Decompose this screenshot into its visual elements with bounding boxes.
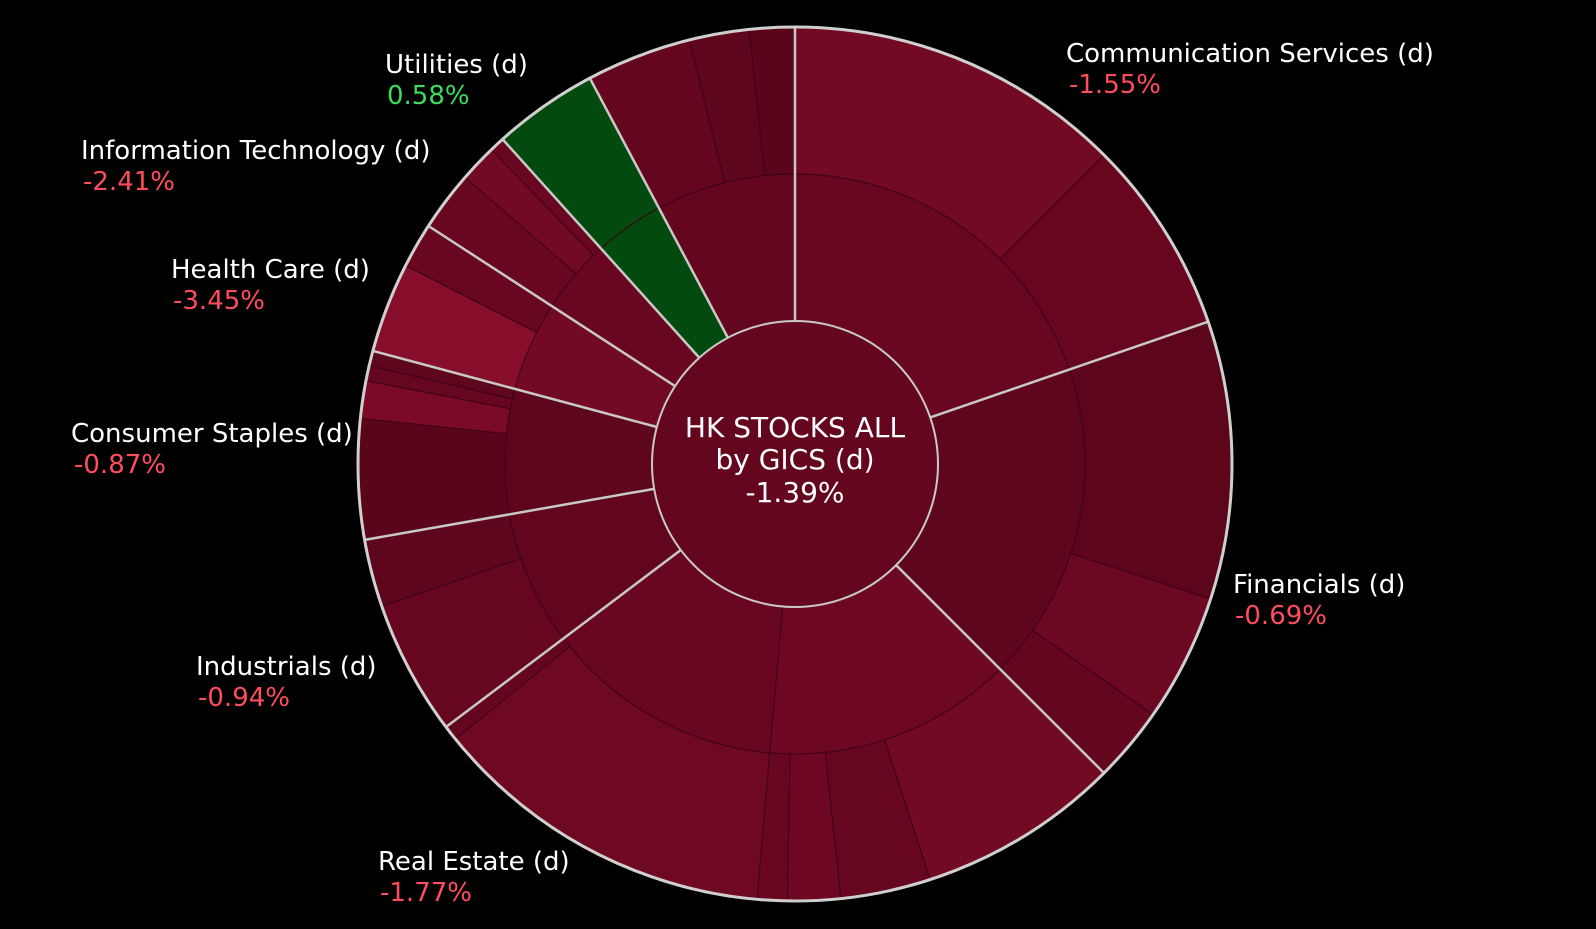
center-title: HK STOCKS ALL bbox=[685, 411, 906, 444]
sector-label-real-estate: Real Estate (d) bbox=[378, 847, 570, 877]
sector-change-financials: -0.69% bbox=[1235, 601, 1327, 631]
sector-separator-line bbox=[929, 320, 1209, 419]
sector-separator-line bbox=[364, 487, 655, 542]
sector-change-industrials: -0.94% bbox=[198, 683, 290, 713]
sector-label-information-technology: Information Technology (d) bbox=[81, 136, 430, 166]
sector-change-communication-services: -1.55% bbox=[1069, 70, 1161, 100]
sector-label-communication-services: Communication Services (d) bbox=[1066, 39, 1434, 69]
sector-label-consumer-staples: Consumer Staples (d) bbox=[71, 419, 353, 449]
center-disc[interactable] bbox=[651, 320, 939, 608]
sector-label-health-care: Health Care (d) bbox=[171, 255, 370, 285]
center-subtitle: by GICS (d) bbox=[715, 443, 874, 476]
sector-change-health-care: -3.45% bbox=[173, 286, 265, 316]
sector-outer-segment-financials[interactable] bbox=[1068, 321, 1233, 600]
sector-change-real-estate: -1.77% bbox=[380, 878, 472, 908]
sector-separator-line bbox=[427, 224, 676, 388]
sector-separator-line bbox=[501, 138, 701, 359]
sector-change-information-technology: -2.41% bbox=[83, 167, 175, 197]
sector-separators bbox=[364, 27, 1209, 774]
sector-separator-line bbox=[588, 77, 729, 339]
sector-change-consumer-staples: -0.87% bbox=[74, 450, 166, 480]
outer-ring bbox=[356, 25, 1234, 903]
sector-label-utilities: Utilities (d) bbox=[385, 50, 528, 80]
center-value: -1.39% bbox=[745, 476, 844, 509]
sector-separator-line bbox=[895, 564, 1105, 774]
sector-label-financials: Financials (d) bbox=[1233, 570, 1405, 600]
sector-separator-line bbox=[372, 349, 658, 429]
sector-labels: Communication Services (d)-1.55% Financia… bbox=[71, 39, 1434, 908]
sector-change-utilities: 0.58% bbox=[387, 81, 470, 111]
sector-separator-line bbox=[445, 549, 682, 728]
sunburst-rings bbox=[357, 26, 1233, 902]
sector-label-industrials: Industrials (d) bbox=[196, 652, 377, 682]
